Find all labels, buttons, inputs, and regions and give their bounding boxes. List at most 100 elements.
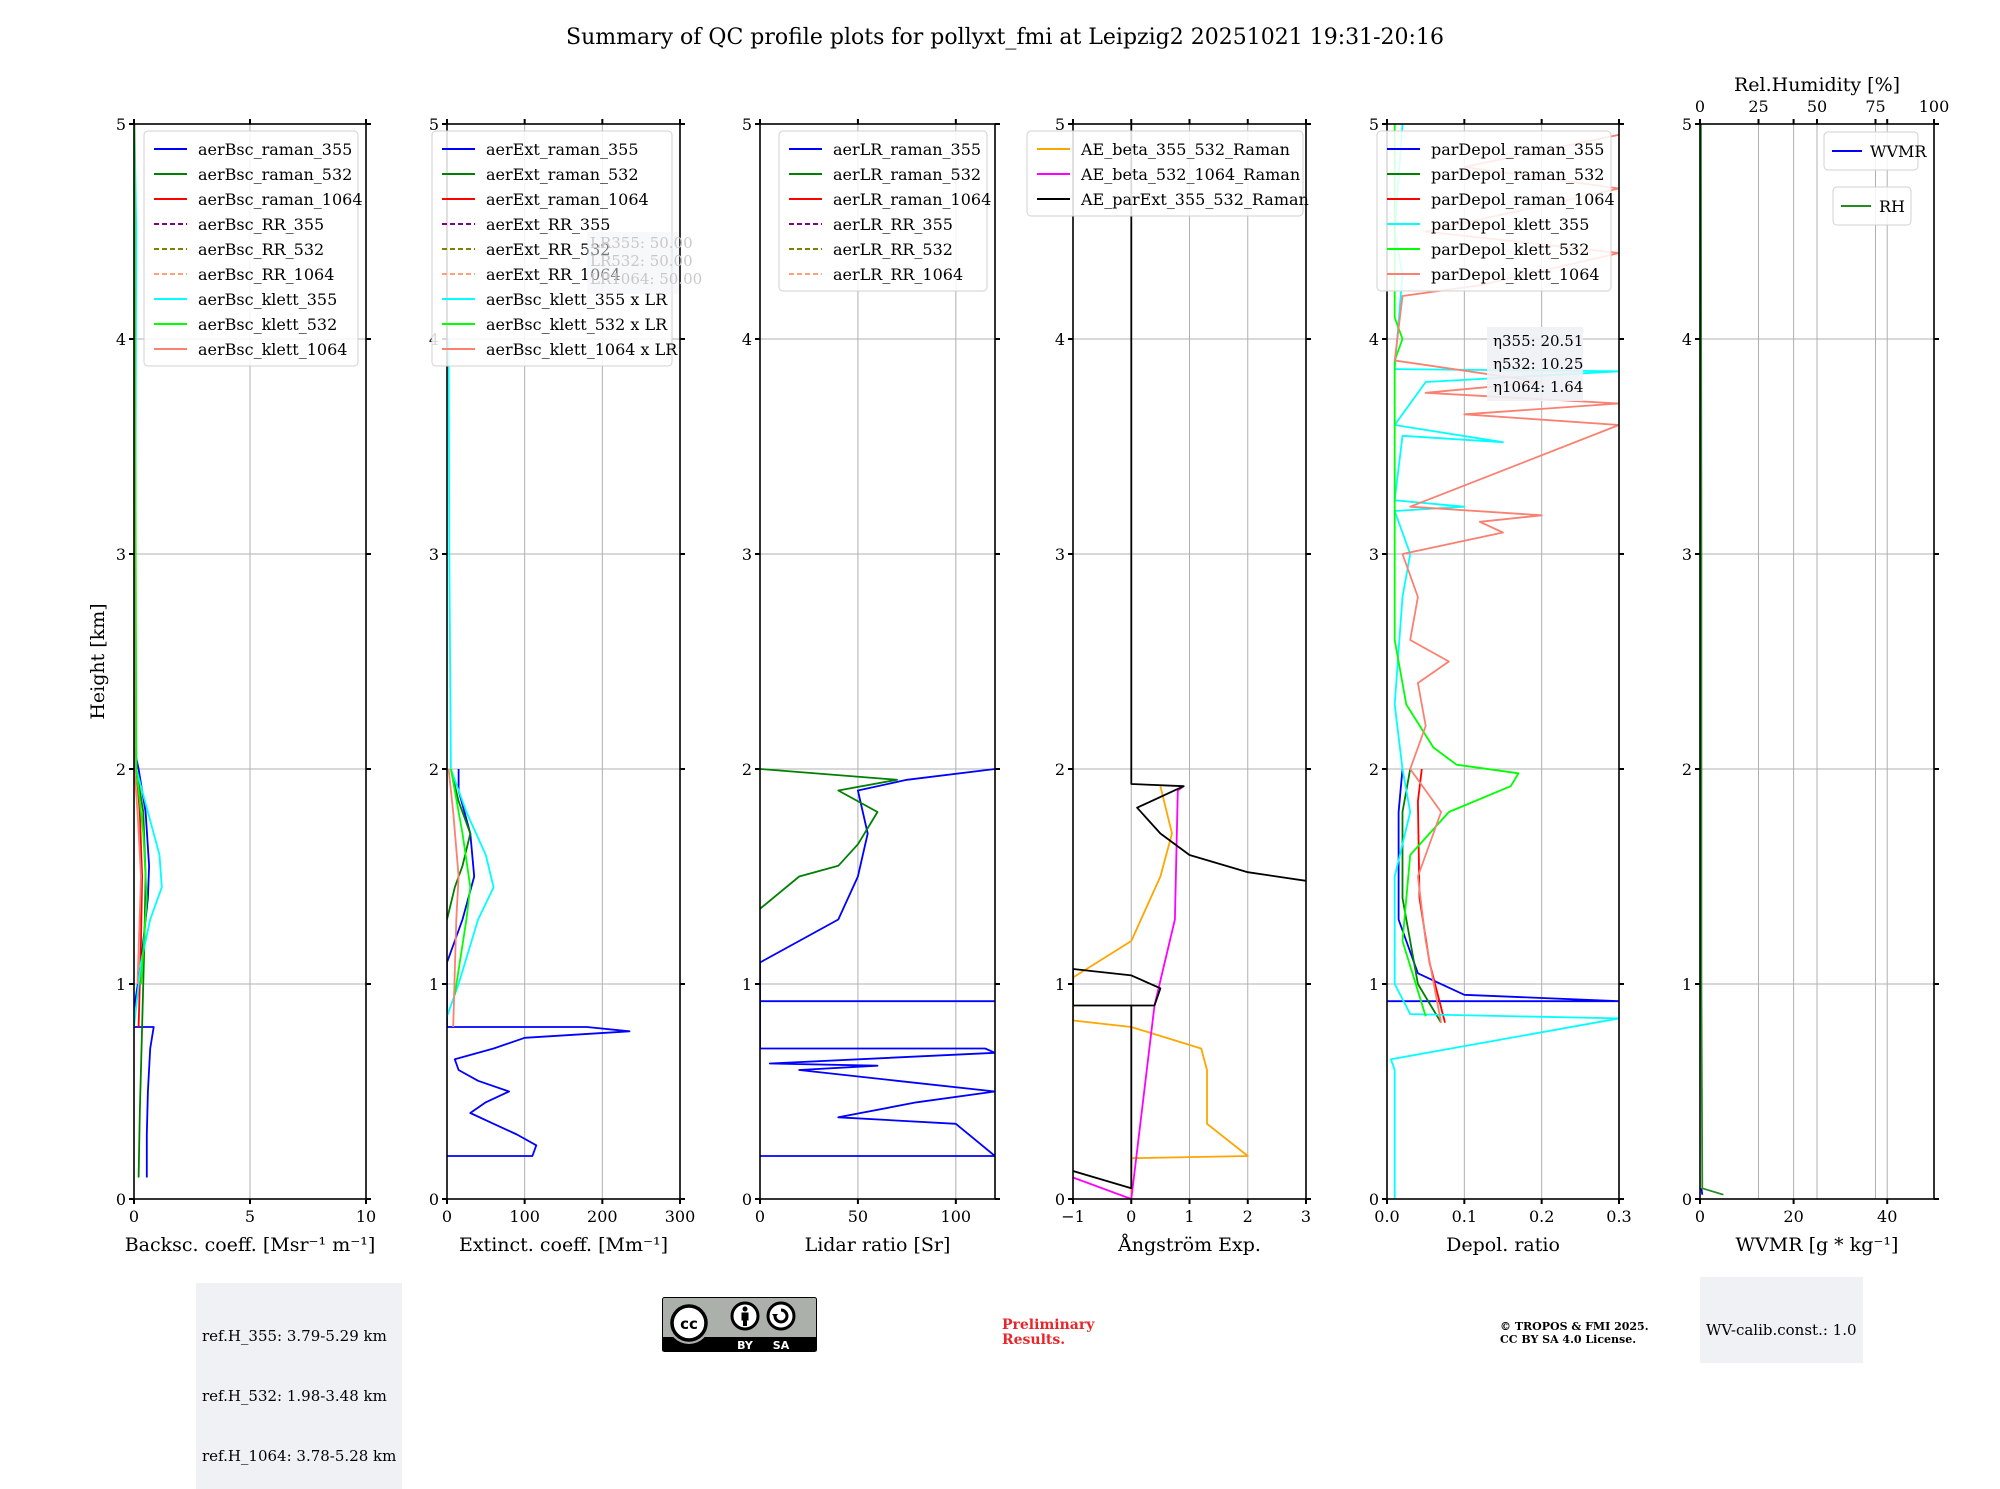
series-group bbox=[447, 338, 631, 1157]
x-tick-label: 0.0 bbox=[1374, 1207, 1399, 1226]
x-tick-label: 10 bbox=[356, 1207, 376, 1226]
series-line-aerbsc-klett-1064-x-lr bbox=[447, 768, 460, 1028]
ref-height-355: ref.H_355: 3.79-5.29 km bbox=[202, 1327, 387, 1345]
x-tick-label: 2 bbox=[1243, 1207, 1253, 1226]
top-x-tick-label: 75 bbox=[1865, 97, 1885, 116]
legend-label: parDepol_raman_532 bbox=[1431, 165, 1604, 184]
series-line-ae-parext-355-532-raman bbox=[1073, 968, 1162, 1190]
x-tick-label: 200 bbox=[587, 1207, 618, 1226]
series-line-wvmr bbox=[1700, 1188, 1704, 1195]
x-tick-label: 0 bbox=[442, 1207, 452, 1226]
series-line-aerbsc-klett-532 bbox=[134, 124, 148, 985]
top-x-tick-label: 0 bbox=[1695, 97, 1705, 116]
x-tick-label: 100 bbox=[941, 1207, 972, 1226]
y-tick-label: 5 bbox=[116, 115, 126, 134]
legend-label: aerLR_RR_355 bbox=[833, 215, 953, 234]
y-tick-label: 2 bbox=[1055, 760, 1065, 779]
y-axis-label: Height [km] bbox=[87, 603, 109, 719]
axes-frame bbox=[446, 123, 681, 1200]
eta-annotation: η1064: 1.64 bbox=[1493, 378, 1583, 396]
y-tick-label: 0 bbox=[1369, 1190, 1379, 1209]
annotation-box: η355: 20.51 η532: 10.25 η1064: 1.64 bbox=[1487, 327, 1583, 401]
x-axis-label: WVMR [g * kg⁻¹] bbox=[1736, 1234, 1899, 1256]
y-tick-label: 0 bbox=[1055, 1190, 1065, 1209]
legend-label: aerBsc_raman_532 bbox=[198, 165, 352, 184]
panel-depol: 0 1 2 3 4 5 0.0 0.1 0.2 0.3 Depol. ratio parDepol_r… bbox=[1369, 115, 1632, 1256]
legend-label: AE_beta_355_532_Raman bbox=[1080, 140, 1290, 159]
y-tick-label: 2 bbox=[429, 760, 439, 779]
series-line-aerlr-raman-355 bbox=[760, 768, 995, 1157]
y-tick-label: 5 bbox=[1369, 115, 1379, 134]
x-tick-label: 50 bbox=[848, 1207, 868, 1226]
legend: RH bbox=[1832, 186, 1912, 226]
series-line-pardepol-raman-355 bbox=[1387, 768, 1619, 1003]
top-x-tick-label: 100 bbox=[1919, 97, 1950, 116]
y-tick-label: 4 bbox=[1369, 330, 1379, 349]
y-tick-label: 5 bbox=[742, 115, 752, 134]
panel-backscatter: 0 1 2 3 4 5 0 5 10 Backsc. coeff. [Msr⁻¹ m⁻¹] Heig… bbox=[87, 115, 376, 1256]
x-tick-label: 300 bbox=[665, 1207, 696, 1226]
top-x-tick-label: 25 bbox=[1748, 97, 1768, 116]
x-axis-label: Ångström Exp. bbox=[1117, 1234, 1261, 1256]
x-tick-label: 0 bbox=[755, 1207, 765, 1226]
series-line-aerbsc-klett-532-x-lr bbox=[450, 768, 472, 995]
series-line-aerext-raman-532 bbox=[447, 768, 472, 920]
legend-label: aerBsc_klett_355 bbox=[198, 290, 337, 309]
by-label: BY bbox=[737, 1339, 754, 1352]
y-tick-label: 2 bbox=[116, 760, 126, 779]
y-tick-label: 1 bbox=[116, 975, 126, 994]
legend-label: RH bbox=[1879, 197, 1905, 216]
legend-label: aerBsc_RR_355 bbox=[198, 215, 324, 234]
y-tick-label: 3 bbox=[429, 545, 439, 564]
legend-label: aerLR_RR_532 bbox=[833, 240, 953, 259]
legend-label: aerBsc_raman_1064 bbox=[198, 190, 363, 209]
legend-label: parDepol_raman_355 bbox=[1431, 140, 1604, 159]
annotation-background bbox=[1487, 327, 1583, 401]
lr-annotation: LR1064: 50.00 bbox=[590, 270, 702, 288]
x-tick-label: 0 bbox=[129, 1207, 139, 1226]
series-group bbox=[760, 768, 995, 1157]
legend-label: aerLR_raman_1064 bbox=[833, 190, 991, 209]
legend-box bbox=[1026, 130, 1304, 217]
x-tick-label: 0 bbox=[1126, 1207, 1136, 1226]
legend-box bbox=[1823, 131, 1919, 171]
copyright-line-1: © TROPOS & FMI 2025. bbox=[1500, 1320, 1649, 1333]
series-line-ae-beta-532-1064-raman bbox=[1073, 785, 1185, 1199]
legend-label: aerBsc_RR_532 bbox=[198, 240, 324, 259]
y-tick-label: 5 bbox=[1682, 115, 1692, 134]
axes-frame bbox=[1386, 123, 1620, 1200]
series-group bbox=[1073, 124, 1306, 1199]
ref-height-1064: ref.H_1064: 3.78-5.28 km bbox=[202, 1447, 397, 1465]
series-line-aerbsc-klett-355-x-lr bbox=[447, 338, 495, 1017]
lr-annotation: LR355: 50.00 bbox=[590, 234, 693, 252]
legend-label: aerBsc_klett_1064 x LR bbox=[486, 340, 678, 359]
legend-label: parDepol_klett_532 bbox=[1431, 240, 1589, 259]
cc-icon-label: cc bbox=[680, 1315, 698, 1333]
y-tick-label: 4 bbox=[116, 330, 126, 349]
lr-annotation: LR532: 50.00 bbox=[590, 252, 693, 270]
x-tick-label: 0.2 bbox=[1529, 1207, 1554, 1226]
y-tick-label: 2 bbox=[742, 760, 752, 779]
y-tick-label: 2 bbox=[1369, 760, 1379, 779]
legend-label: aerLR_raman_355 bbox=[833, 140, 981, 159]
top-x-tick-label: 50 bbox=[1807, 97, 1827, 116]
y-tick-label: 4 bbox=[742, 330, 752, 349]
cc-icon bbox=[670, 1304, 708, 1342]
y-tick-label: 2 bbox=[1682, 760, 1692, 779]
panel-extinction: 0123450100200300Extinct. coeff. [Mm⁻¹]ae… bbox=[429, 115, 702, 1256]
preliminary-line-2: Results. bbox=[1002, 1332, 1066, 1348]
wv-calibration-constant: WV-calib.const.: 1.0 bbox=[1706, 1321, 1857, 1339]
eta-annotation: η532: 10.25 bbox=[1493, 355, 1583, 373]
cc-by-sa-license-badge: cc BY SA bbox=[662, 1297, 817, 1352]
x-tick-label: 1 bbox=[1184, 1207, 1194, 1226]
legend-label: aerExt_RR_532 bbox=[486, 240, 610, 259]
y-tick-label: 0 bbox=[116, 1190, 126, 1209]
series-line-pardepol-klett-532 bbox=[1393, 124, 1520, 1017]
legend: aerExt_raman_355 aerExt_raman_532 aerExt_r… bbox=[431, 130, 678, 367]
legend-box bbox=[143, 130, 359, 367]
annotation-background bbox=[587, 232, 679, 294]
sa-share-alike-icon bbox=[766, 1301, 796, 1331]
y-tick-label: 4 bbox=[1682, 330, 1692, 349]
